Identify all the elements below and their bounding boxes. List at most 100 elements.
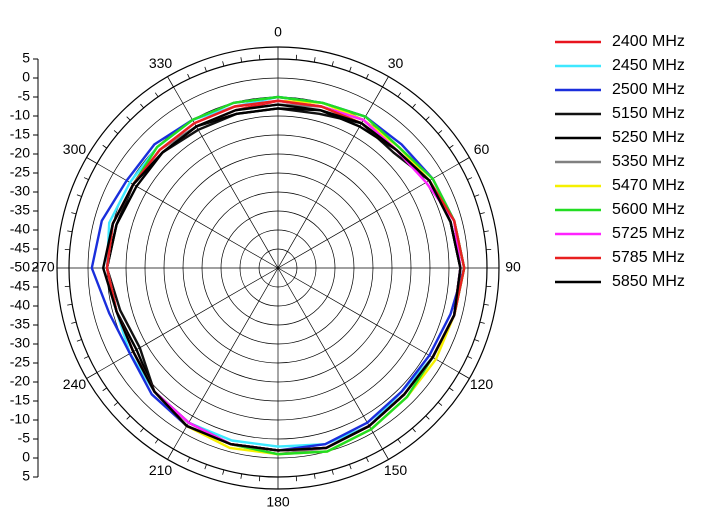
- angle-label: 270: [31, 259, 55, 275]
- ring-tick: [140, 103, 144, 109]
- ring-tick: [448, 144, 454, 149]
- ring-tick: [479, 212, 485, 215]
- angle-label: 240: [63, 376, 87, 392]
- ring-tick: [458, 157, 470, 164]
- ring-tick: [167, 76, 174, 88]
- ring-tick: [187, 457, 191, 463]
- angle-label: 330: [149, 55, 173, 71]
- legend-label: 5350 MHz: [612, 153, 685, 170]
- legend-label: 5785 MHz: [612, 249, 685, 266]
- radial-tick-label: -5: [18, 88, 31, 104]
- ring-tick: [83, 177, 89, 181]
- ring-tick: [240, 57, 243, 63]
- angle-label: 300: [63, 141, 87, 157]
- ring-tick: [154, 92, 159, 98]
- radial-tick-label: 0: [22, 69, 30, 85]
- ring-tick: [222, 61, 225, 67]
- radial-tick-label: -30: [10, 335, 30, 351]
- ring-tick: [474, 194, 480, 197]
- radial-tick-label: -25: [10, 164, 30, 180]
- ring-tick: [140, 427, 144, 433]
- ring-tick: [467, 177, 473, 181]
- radial-tick-label: -20: [10, 145, 30, 161]
- ring-tick: [349, 464, 352, 470]
- angle-label: 0: [274, 24, 282, 40]
- angle-label: 180: [266, 494, 290, 510]
- ring-tick: [412, 103, 416, 109]
- ring-tick: [154, 438, 159, 444]
- radial-tick-label: -45: [10, 240, 30, 256]
- ring-tick: [86, 372, 98, 379]
- legend-label: 5725 MHz: [612, 225, 685, 242]
- radial-tick-label: -10: [10, 107, 30, 123]
- radial-tick-label: -5: [18, 430, 31, 446]
- ring-tick: [382, 448, 389, 460]
- ring-tick: [126, 116, 131, 121]
- ring-tick: [474, 339, 480, 342]
- ring-tick: [313, 473, 316, 479]
- angle-label: 150: [384, 462, 408, 478]
- ring-tick: [331, 61, 334, 67]
- ring-tick: [483, 303, 489, 306]
- legend-label: 2500 MHz: [612, 81, 685, 98]
- ring-tick: [71, 321, 77, 324]
- ring-tick: [448, 387, 454, 392]
- radial-tick-label: -25: [10, 354, 30, 370]
- series-line: [102, 103, 462, 452]
- legend-label: 2450 MHz: [612, 57, 685, 74]
- radial-tick-label: 5: [22, 50, 30, 66]
- ring-tick: [204, 464, 207, 470]
- radial-tick-label: -35: [10, 202, 30, 218]
- angle-label: 60: [474, 141, 490, 157]
- ring-tick: [397, 438, 402, 444]
- grid-spoke: [96, 163, 279, 269]
- radial-tick-label: 5: [22, 468, 30, 484]
- ring-tick: [331, 469, 334, 475]
- legend-label: 5250 MHz: [612, 129, 685, 146]
- legend-label: 2400 MHz: [612, 33, 685, 50]
- radial-tick-label: -20: [10, 373, 30, 389]
- ring-tick: [76, 194, 82, 197]
- ring-tick: [365, 457, 369, 463]
- radial-tick-label: -30: [10, 183, 30, 199]
- legend-label: 5150 MHz: [612, 105, 685, 122]
- ring-tick: [187, 73, 191, 79]
- ring-tick: [349, 66, 352, 72]
- radial-tick-label: -45: [10, 278, 30, 294]
- grid-spoke: [173, 86, 279, 269]
- ring-tick: [467, 355, 473, 359]
- ring-tick: [76, 339, 82, 342]
- ring-tick: [167, 448, 174, 460]
- ring-tick: [313, 57, 316, 63]
- ring-tick: [425, 415, 430, 420]
- ring-tick: [113, 130, 119, 134]
- grid-spoke: [277, 267, 383, 450]
- ring-tick: [397, 92, 402, 98]
- ring-tick: [102, 387, 108, 392]
- grid-spoke: [173, 267, 279, 450]
- angle-label: 210: [149, 462, 173, 478]
- ring-tick: [483, 230, 489, 233]
- radial-tick-label: -40: [10, 221, 30, 237]
- ring-tick: [365, 73, 369, 79]
- radial-tick-label: -50: [10, 259, 30, 275]
- radial-tick-label: -15: [10, 392, 30, 408]
- ring-tick: [222, 469, 225, 475]
- ring-tick: [86, 157, 98, 164]
- ring-tick: [382, 76, 389, 88]
- ring-tick: [479, 321, 485, 324]
- legend-label: 5600 MHz: [612, 201, 685, 218]
- angle-label: 120: [470, 376, 494, 392]
- ring-tick: [102, 144, 108, 149]
- ring-tick: [437, 402, 443, 406]
- radial-tick-label: -10: [10, 411, 30, 427]
- angle-label: 90: [505, 259, 521, 275]
- ring-tick: [126, 415, 131, 420]
- ring-tick: [67, 303, 73, 306]
- ring-tick: [83, 355, 89, 359]
- radial-tick-label: -40: [10, 297, 30, 313]
- ring-tick: [204, 66, 207, 72]
- ring-tick: [458, 372, 470, 379]
- legend-label: 5850 MHz: [612, 273, 685, 290]
